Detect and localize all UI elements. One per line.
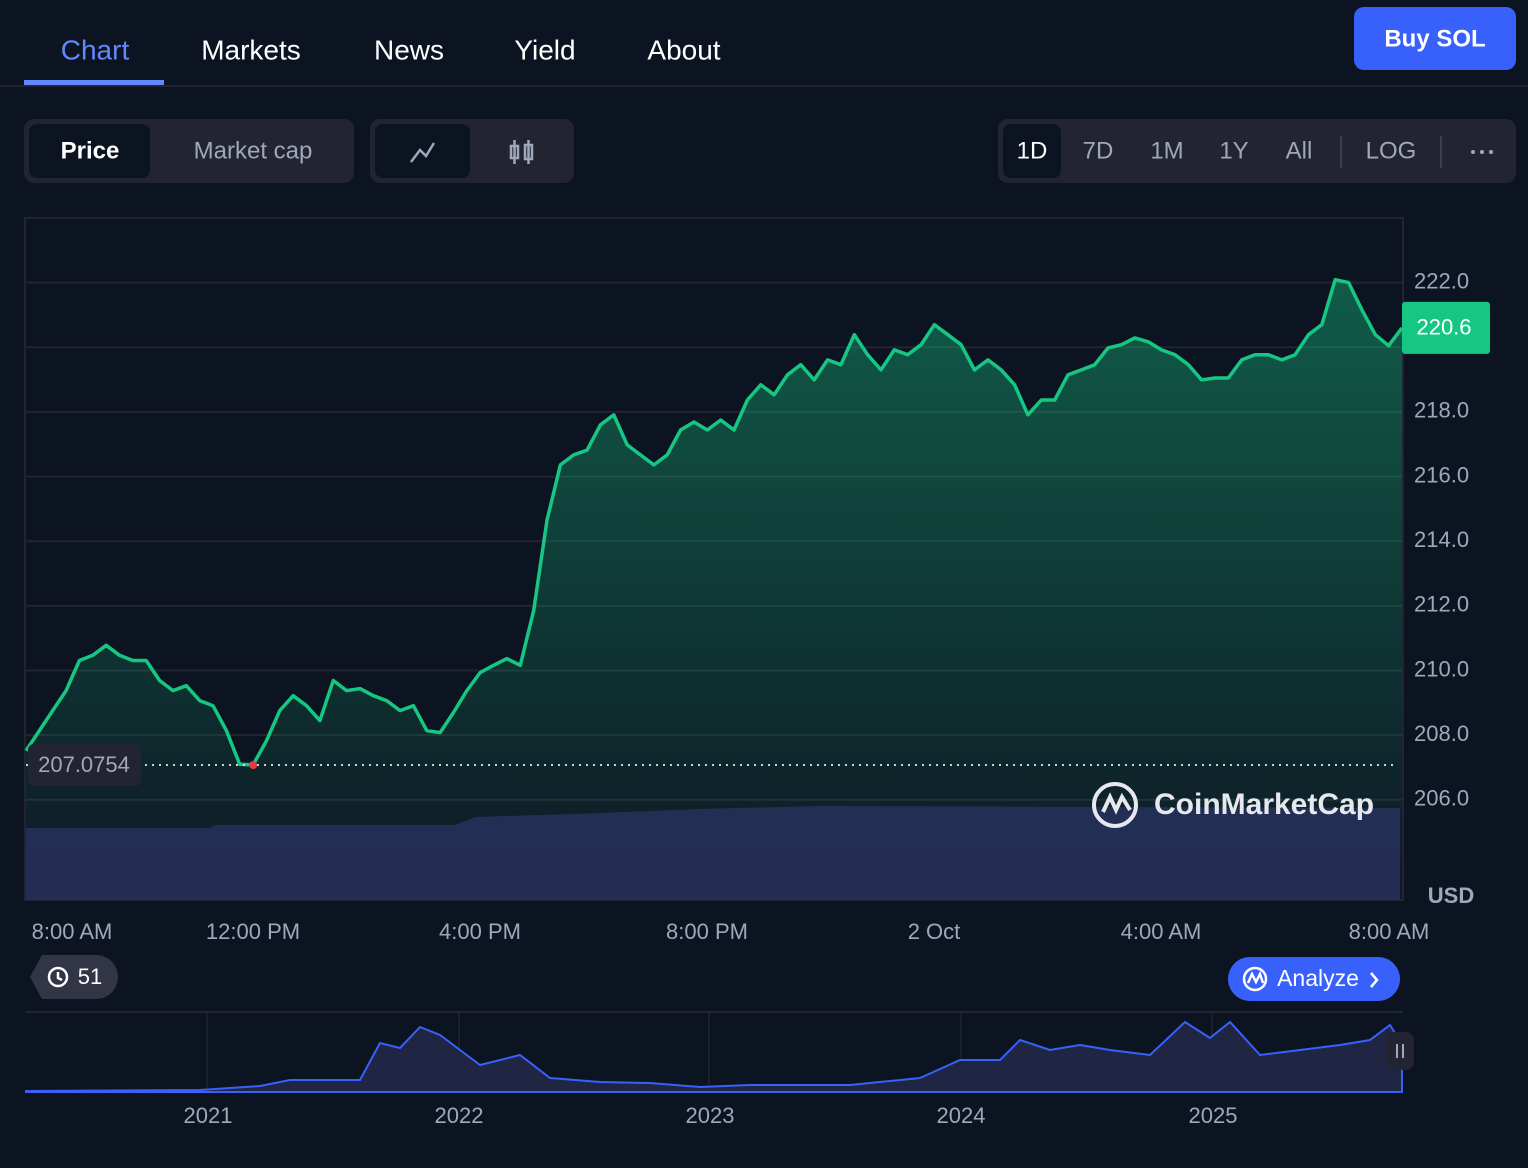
watermark: CoinMarketCap: [1154, 788, 1374, 821]
y-tick-label: 212.0: [1414, 592, 1469, 617]
low-point: [249, 761, 258, 770]
handle-grip[interactable]: [1396, 1044, 1404, 1058]
range-button[interactable]: 1D: [1017, 137, 1048, 164]
chevron[interactable]: [1370, 972, 1379, 988]
navigator-series: [25, 1020, 1403, 1093]
y-tick-label: 216.0: [1414, 462, 1469, 487]
active-tab-underline: [24, 80, 164, 85]
y-tick-label: 210.0: [1414, 656, 1469, 681]
x-tick-label: 8:00 PM: [666, 919, 748, 944]
x-tick-label: 2 Oct: [908, 919, 961, 944]
analyze-button[interactable]: [1228, 957, 1400, 1001]
range-button[interactable]: 7D: [1083, 137, 1114, 164]
history-count[interactable]: 51: [78, 964, 102, 989]
plot: 206.0208.0210.0212.0214.0216.0218.0220.0…: [24, 268, 1490, 944]
x-tick-label: 4:00 AM: [1121, 919, 1202, 944]
range-button[interactable]: All: [1286, 137, 1313, 164]
tab[interactable]: About: [647, 34, 720, 65]
range-toggle: [998, 119, 1516, 183]
y-tick-label: 206.0: [1414, 786, 1469, 811]
range-button[interactable]: 1Y: [1219, 137, 1248, 164]
navigator-year: 2022: [435, 1103, 484, 1128]
navigator-year: 2025: [1189, 1103, 1238, 1128]
currency-unit: USD: [1428, 883, 1474, 908]
price-line: [24, 277, 1404, 767]
watermark-logo: [1092, 782, 1138, 828]
x-tick-label: 4:00 PM: [439, 919, 521, 944]
x-tick-label: 8:00 AM: [1349, 919, 1430, 944]
tab[interactable]: Chart: [61, 34, 130, 65]
analyze-icon[interactable]: [1242, 966, 1268, 992]
low-label: 207.0754: [38, 752, 130, 777]
history-pill[interactable]: [30, 955, 118, 999]
history-icon[interactable]: [47, 966, 69, 988]
last-price-badge: [1402, 301, 1490, 354]
candle-icon[interactable]: [509, 140, 534, 164]
buy-button[interactable]: [1354, 7, 1516, 70]
tab[interactable]: Yield: [514, 34, 575, 65]
metric-button[interactable]: Market cap: [194, 137, 313, 164]
navigator-year: 2023: [686, 1103, 735, 1128]
low-label-box: [28, 744, 141, 787]
navigator-year: 2024: [937, 1103, 986, 1128]
y-tick-label: 208.0: [1414, 721, 1469, 746]
volume-bars: [26, 806, 1400, 900]
active-metric: [29, 124, 150, 178]
analyze-label[interactable]: Analyze: [1277, 965, 1359, 991]
line-icon[interactable]: [410, 142, 436, 163]
x-tick-label: 12:00 PM: [206, 919, 300, 944]
range-button[interactable]: LOG: [1366, 137, 1417, 164]
y-tick-label: 218.0: [1414, 398, 1469, 423]
more-button[interactable]: [1471, 150, 1493, 154]
buy-button-label[interactable]: Buy SOL: [1384, 25, 1485, 52]
x-tick-label: 8:00 AM: [32, 919, 113, 944]
range-button[interactable]: 1M: [1150, 137, 1183, 164]
y-tick-label: 222.0: [1414, 268, 1469, 293]
tab[interactable]: News: [374, 34, 444, 65]
active-range: [1003, 124, 1061, 178]
navigator-year: 2021: [184, 1103, 233, 1128]
navigator-handle[interactable]: [1386, 1032, 1414, 1070]
price-area: [26, 279, 1402, 900]
y-tick-label: 214.0: [1414, 527, 1469, 552]
tab[interactable]: Markets: [201, 34, 301, 65]
last-price-label: 220.6: [1416, 315, 1471, 340]
metric-button[interactable]: Price: [61, 137, 120, 164]
